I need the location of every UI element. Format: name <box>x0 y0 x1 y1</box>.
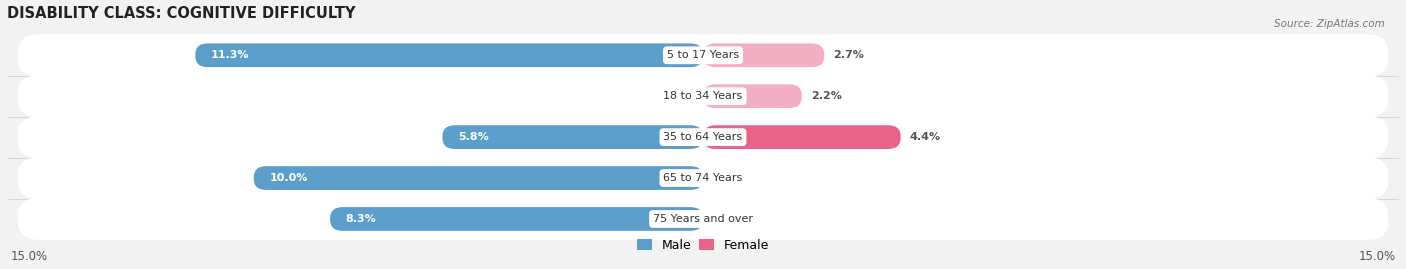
FancyBboxPatch shape <box>330 207 703 231</box>
FancyBboxPatch shape <box>195 43 703 67</box>
Text: 8.3%: 8.3% <box>346 214 377 224</box>
FancyBboxPatch shape <box>443 125 703 149</box>
Text: 35 to 64 Years: 35 to 64 Years <box>664 132 742 142</box>
Text: 5 to 17 Years: 5 to 17 Years <box>666 50 740 60</box>
Text: 18 to 34 Years: 18 to 34 Years <box>664 91 742 101</box>
FancyBboxPatch shape <box>18 34 1388 76</box>
Text: Source: ZipAtlas.com: Source: ZipAtlas.com <box>1274 19 1385 29</box>
Text: 65 to 74 Years: 65 to 74 Years <box>664 173 742 183</box>
Text: 4.4%: 4.4% <box>910 132 941 142</box>
Text: 75 Years and over: 75 Years and over <box>652 214 754 224</box>
FancyBboxPatch shape <box>18 198 1388 240</box>
Text: 5.8%: 5.8% <box>458 132 489 142</box>
Text: 0.0%: 0.0% <box>664 91 695 101</box>
FancyBboxPatch shape <box>703 43 824 67</box>
Text: DISABILITY CLASS: COGNITIVE DIFFICULTY: DISABILITY CLASS: COGNITIVE DIFFICULTY <box>7 6 356 20</box>
FancyBboxPatch shape <box>18 75 1388 117</box>
Text: 10.0%: 10.0% <box>270 173 308 183</box>
Text: 0.0%: 0.0% <box>711 214 742 224</box>
FancyBboxPatch shape <box>18 157 1388 199</box>
Legend: Male, Female: Male, Female <box>631 234 775 257</box>
FancyBboxPatch shape <box>253 166 703 190</box>
Text: 0.0%: 0.0% <box>711 173 742 183</box>
FancyBboxPatch shape <box>18 116 1388 158</box>
Text: 2.2%: 2.2% <box>811 91 842 101</box>
Text: 2.7%: 2.7% <box>834 50 865 60</box>
Text: 11.3%: 11.3% <box>211 50 249 60</box>
FancyBboxPatch shape <box>703 125 901 149</box>
FancyBboxPatch shape <box>703 84 801 108</box>
